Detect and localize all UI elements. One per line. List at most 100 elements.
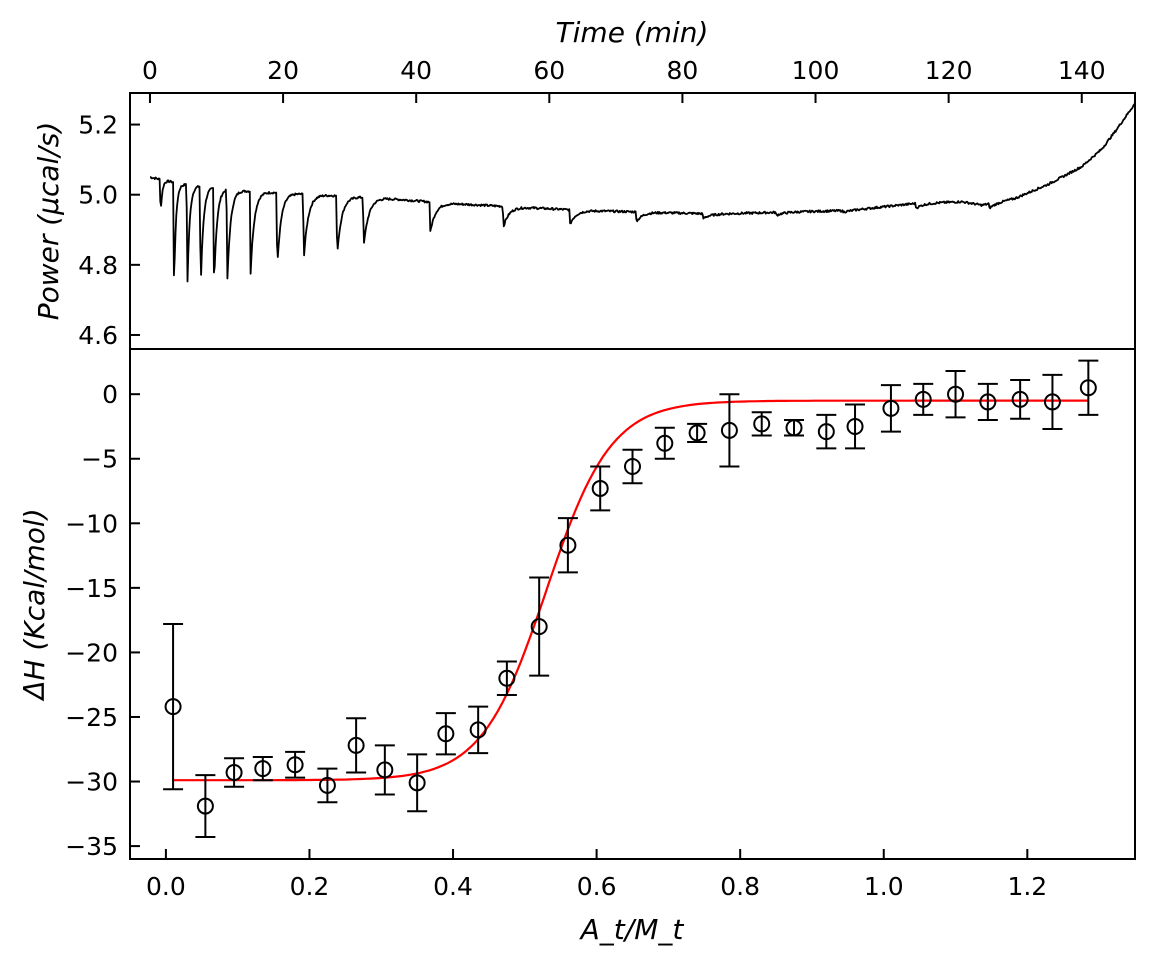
top-y-axis-label: Power (μcal/s) bbox=[32, 122, 65, 321]
top-x-tick-label: 0 bbox=[142, 56, 158, 85]
top-y-tick-label: 5.2 bbox=[78, 111, 118, 140]
bottom-y-tick-label: −35 bbox=[65, 832, 118, 861]
error-bar bbox=[1042, 373, 1063, 431]
error-bar bbox=[468, 705, 489, 755]
error-bar bbox=[374, 744, 395, 796]
data-point bbox=[688, 424, 706, 442]
error-bar bbox=[880, 384, 901, 433]
thermogram-line bbox=[149, 103, 1136, 283]
bottom-y-tick-labels: −35 −30 −25 −20 −15 −10 −5 0 bbox=[65, 380, 118, 861]
data-points bbox=[164, 379, 1097, 815]
data-point bbox=[408, 774, 426, 792]
bottom-plot-frame bbox=[129, 348, 1136, 860]
error-bar bbox=[407, 753, 428, 813]
bottom-x-tick-label: 0.2 bbox=[290, 872, 330, 901]
top-x-tick-label: 40 bbox=[400, 56, 432, 85]
error-bar bbox=[195, 774, 216, 839]
bottom-x-axis-label: A_t/M_t bbox=[579, 913, 685, 946]
top-panel: 0 20 40 60 80 100 120 140 4.6 4.8 5.0 5.2 Time (mi… bbox=[32, 16, 1136, 350]
error-bar bbox=[529, 576, 550, 677]
bottom-x-tick-label: 1.0 bbox=[864, 872, 904, 901]
top-x-tick-label: 80 bbox=[667, 56, 699, 85]
bottom-x-tick-labels: 0.0 0.2 0.4 0.6 0.8 1.0 1.2 bbox=[146, 872, 1047, 901]
error-bar bbox=[977, 382, 998, 422]
top-y-tick-label: 5.0 bbox=[78, 181, 118, 210]
top-y-ticks bbox=[130, 123, 140, 336]
bottom-panel: 0.0 0.2 0.4 0.6 0.8 1.0 1.2 −35 −30 −25 −20 −15 −10… bbox=[18, 348, 1136, 946]
error-bar bbox=[557, 517, 578, 574]
error-bar bbox=[435, 712, 456, 756]
data-point bbox=[656, 434, 674, 452]
bottom-y-tick-label: 0 bbox=[102, 380, 118, 409]
error-bar bbox=[654, 426, 675, 460]
error-bar bbox=[590, 465, 611, 512]
top-y-tick-label: 4.8 bbox=[78, 251, 118, 280]
data-point bbox=[286, 756, 304, 774]
data-point bbox=[376, 761, 394, 779]
error-bar bbox=[1010, 378, 1031, 420]
data-point bbox=[530, 618, 548, 636]
data-point bbox=[720, 421, 738, 439]
bottom-x-tick-label: 0.6 bbox=[577, 872, 617, 901]
bottom-y-tick-label: −30 bbox=[65, 768, 118, 797]
data-point bbox=[196, 797, 214, 815]
error-bar bbox=[719, 393, 740, 468]
data-point bbox=[225, 763, 243, 781]
bottom-y-axis-label: ΔH (Kcal/mol) bbox=[18, 508, 51, 701]
error-bar bbox=[816, 413, 837, 450]
error-bar bbox=[224, 757, 245, 788]
data-point bbox=[254, 760, 272, 778]
data-point bbox=[591, 479, 609, 497]
data-point bbox=[559, 536, 577, 554]
top-x-tick-labels: 0 20 40 60 80 100 120 140 bbox=[142, 56, 1106, 85]
data-point bbox=[164, 698, 182, 716]
bottom-x-tick-label: 0.0 bbox=[146, 872, 186, 901]
data-point bbox=[624, 457, 641, 475]
data-point bbox=[469, 721, 487, 739]
bottom-y-tick-label: −15 bbox=[65, 574, 118, 603]
bottom-x-tick-label: 0.8 bbox=[720, 872, 760, 901]
error-bar bbox=[845, 403, 866, 450]
data-point bbox=[1043, 393, 1061, 411]
top-x-tick-label: 120 bbox=[925, 56, 973, 85]
top-x-tick-label: 140 bbox=[1058, 56, 1106, 85]
top-x-tick-label: 20 bbox=[267, 56, 299, 85]
fit-curve bbox=[173, 399, 1089, 782]
error-bar bbox=[496, 660, 517, 697]
data-point bbox=[914, 390, 932, 408]
data-point bbox=[437, 725, 455, 743]
error-bar bbox=[945, 369, 966, 419]
top-y-tick-label: 4.6 bbox=[78, 321, 118, 350]
error-bar bbox=[1078, 359, 1099, 416]
data-point bbox=[318, 776, 336, 794]
data-point bbox=[347, 736, 365, 754]
data-point bbox=[1079, 379, 1097, 397]
bottom-y-ticks bbox=[130, 393, 140, 848]
data-point bbox=[498, 669, 516, 687]
error-bar bbox=[622, 448, 643, 485]
bottom-x-tick-label: 1.2 bbox=[1007, 872, 1047, 901]
top-x-tick-label: 100 bbox=[792, 56, 840, 85]
error-bar bbox=[317, 767, 338, 804]
bottom-x-tick-label: 0.4 bbox=[433, 872, 473, 901]
error-bar bbox=[687, 422, 708, 443]
data-point bbox=[979, 393, 997, 411]
data-point bbox=[846, 417, 864, 435]
data-point bbox=[753, 415, 771, 433]
bottom-x-ticks bbox=[164, 849, 1029, 859]
data-point bbox=[817, 423, 835, 441]
error-bar bbox=[285, 750, 306, 779]
top-x-ticks bbox=[148, 93, 1083, 103]
data-point bbox=[947, 385, 965, 403]
bottom-y-tick-label: −10 bbox=[65, 509, 118, 538]
bottom-y-tick-label: −20 bbox=[65, 638, 118, 667]
top-y-tick-labels: 4.6 4.8 5.0 5.2 bbox=[78, 111, 118, 350]
top-x-axis-label: Time (min) bbox=[556, 16, 709, 49]
error-bar bbox=[913, 382, 934, 416]
data-point bbox=[882, 399, 900, 417]
bottom-y-tick-label: −5 bbox=[81, 445, 118, 474]
error-bar bbox=[346, 717, 367, 774]
data-point bbox=[785, 419, 803, 437]
top-x-tick-label: 60 bbox=[533, 56, 565, 85]
